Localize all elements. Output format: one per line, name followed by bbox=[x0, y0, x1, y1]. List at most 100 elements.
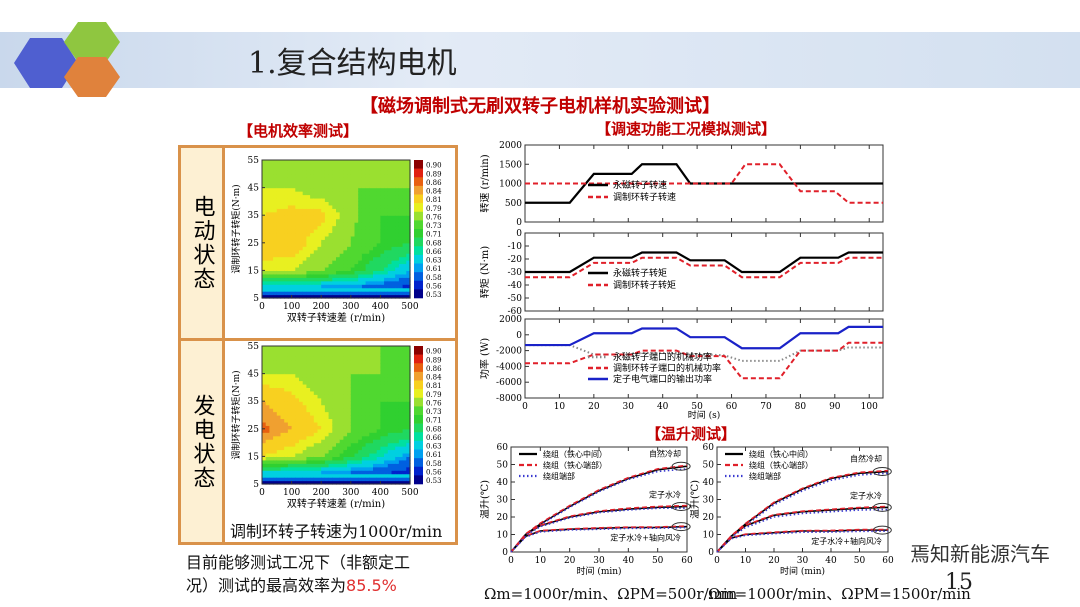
plot-frame bbox=[510, 446, 688, 553]
contour-cell bbox=[373, 287, 378, 292]
contour-cell bbox=[380, 366, 385, 371]
contour-cell bbox=[406, 370, 411, 375]
contour-cell bbox=[310, 218, 315, 223]
contour-cell bbox=[343, 211, 348, 216]
contour-cell bbox=[299, 235, 304, 240]
contour-cell bbox=[365, 366, 370, 371]
contour-cell bbox=[402, 180, 407, 185]
contour-cell bbox=[299, 418, 304, 423]
contour-cell bbox=[398, 418, 404, 423]
contour-cell bbox=[269, 191, 274, 196]
contour-cell bbox=[276, 177, 282, 182]
contour-cell bbox=[398, 383, 404, 388]
contour-cell bbox=[354, 415, 359, 420]
y-tick-label: 40 bbox=[703, 478, 715, 488]
contour-cell bbox=[287, 194, 293, 199]
contour-cell bbox=[336, 346, 341, 351]
contour-cell bbox=[328, 404, 333, 409]
contour-cell bbox=[276, 359, 282, 364]
contour-cell bbox=[339, 194, 344, 199]
contour-cell bbox=[365, 421, 370, 426]
contour-cell bbox=[313, 277, 319, 282]
contour-cell bbox=[269, 249, 274, 254]
contour-cell bbox=[284, 456, 289, 461]
contour-cell bbox=[369, 166, 374, 171]
contour-cell bbox=[306, 463, 311, 468]
contour-cell bbox=[310, 270, 315, 275]
contour-cell bbox=[365, 397, 370, 402]
contour-cell bbox=[343, 242, 348, 247]
contour-cell bbox=[291, 194, 296, 199]
contour-cell bbox=[395, 349, 400, 354]
max-efficiency-value: 85.5% bbox=[346, 576, 397, 595]
contour-cell bbox=[317, 452, 322, 457]
contour-cell bbox=[299, 370, 304, 375]
contour-cell bbox=[336, 380, 341, 385]
contour-cell bbox=[380, 239, 385, 244]
contour-cell bbox=[339, 452, 344, 457]
contour-cell bbox=[273, 173, 278, 178]
temp-left-caption: Ωm=1000r/min、ΩPM=500r/min bbox=[484, 585, 738, 603]
contour-cell bbox=[365, 383, 370, 388]
contour-cell bbox=[328, 352, 333, 357]
contour-cell bbox=[265, 208, 270, 213]
contour-cell bbox=[269, 222, 274, 227]
contour-cell bbox=[350, 215, 356, 220]
contour-cell bbox=[291, 180, 296, 185]
series-line bbox=[716, 469, 889, 553]
contour-cell bbox=[350, 370, 356, 375]
contour-cell bbox=[280, 428, 285, 433]
contour-cell bbox=[350, 446, 356, 451]
contour-cell bbox=[280, 291, 285, 296]
contour-cell bbox=[347, 390, 352, 395]
contour-cell bbox=[354, 160, 359, 165]
x-tick-label: 0 bbox=[714, 556, 720, 566]
contour-cell bbox=[317, 377, 322, 382]
contour-cell bbox=[310, 394, 315, 399]
contour-cell bbox=[384, 277, 389, 282]
contour-cell bbox=[384, 294, 389, 299]
contour-cell bbox=[284, 170, 289, 175]
contour-cell bbox=[265, 456, 270, 461]
contour-cell bbox=[302, 394, 307, 399]
contour-cell bbox=[287, 466, 293, 471]
contour-cell bbox=[373, 249, 378, 254]
contour-cell bbox=[336, 270, 341, 275]
contour-cell bbox=[358, 349, 363, 354]
contour-cell bbox=[339, 170, 344, 175]
contour-cell bbox=[380, 463, 385, 468]
contour-cell bbox=[273, 387, 278, 392]
contour-cell bbox=[280, 442, 285, 447]
contour-cell bbox=[332, 232, 337, 237]
contour-cell bbox=[339, 387, 344, 392]
contour-cell bbox=[332, 366, 337, 371]
contour-cell bbox=[332, 408, 337, 413]
contour-cell bbox=[284, 380, 289, 385]
contour-cell bbox=[398, 242, 404, 247]
contour-cell bbox=[343, 249, 348, 254]
contour-cell bbox=[402, 277, 407, 282]
contour-cell bbox=[406, 266, 411, 271]
contour-cell bbox=[361, 404, 367, 409]
contour-cell bbox=[265, 229, 270, 234]
contour-cell bbox=[291, 477, 296, 482]
colorbar-swatch bbox=[414, 406, 423, 416]
contour-cell bbox=[339, 184, 344, 189]
contour-cell bbox=[343, 449, 348, 454]
contour-cell bbox=[265, 242, 270, 247]
contour-cell bbox=[358, 287, 363, 292]
contour-cell bbox=[402, 291, 407, 296]
contour-cell bbox=[395, 463, 400, 468]
contour-cell bbox=[350, 187, 356, 192]
series-line bbox=[525, 341, 883, 380]
contour-cell bbox=[350, 463, 356, 468]
contour-cell bbox=[321, 235, 326, 240]
contour-cell bbox=[302, 404, 307, 409]
contour-cell bbox=[324, 373, 330, 378]
contour-cell bbox=[361, 184, 367, 189]
contour-cell bbox=[324, 370, 330, 375]
contour-cell bbox=[347, 428, 352, 433]
contour-cell bbox=[350, 397, 356, 402]
contour-cell bbox=[273, 166, 278, 171]
contour-cell bbox=[313, 294, 319, 299]
